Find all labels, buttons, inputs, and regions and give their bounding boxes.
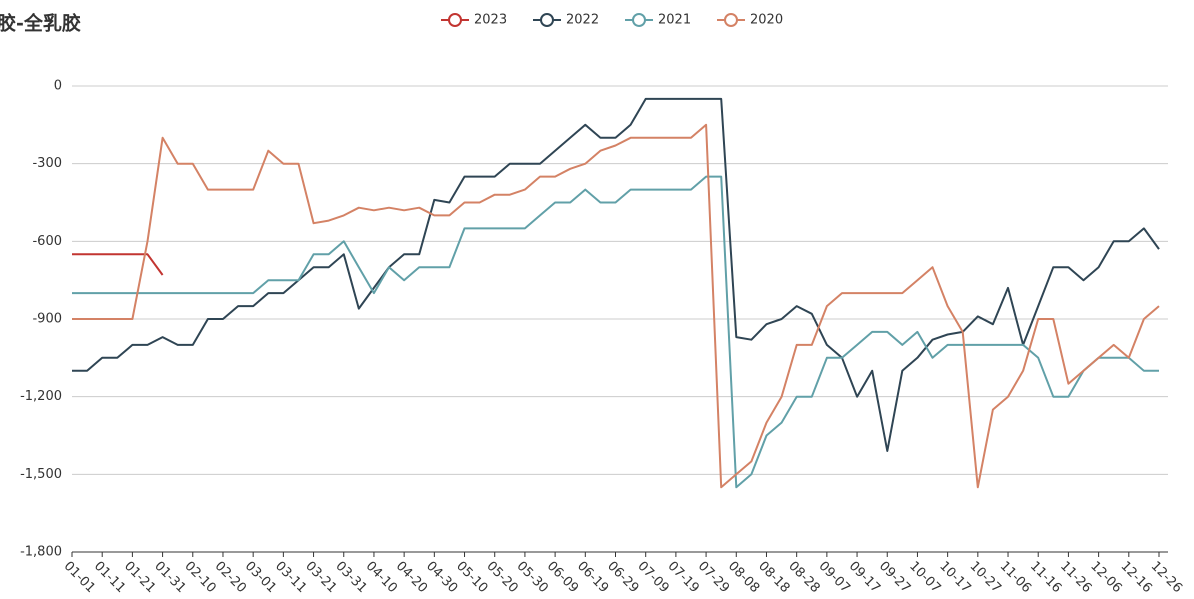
- x-tick-label: 06-09: [544, 559, 581, 596]
- legend-label: 2020: [750, 13, 783, 28]
- series-line: [72, 123, 1160, 489]
- y-tick-label: -1,500: [20, 467, 62, 482]
- x-tick-label: 12-26: [1148, 559, 1185, 596]
- x-tick-label: 01-01: [61, 559, 98, 596]
- x-tick-label: 04-30: [423, 559, 460, 596]
- x-tick-label: 09-07: [816, 559, 853, 596]
- legend-item[interactable]: 2020: [717, 13, 783, 28]
- chart-title: 橡胶-全乳胶: [0, 12, 81, 35]
- series-line: [72, 175, 1159, 489]
- x-tick-label: 11-16: [1027, 559, 1064, 596]
- legend-marker: [448, 13, 462, 27]
- x-tick-label: 07-19: [665, 559, 702, 596]
- legend-marker: [632, 13, 646, 27]
- y-tick-label: -300: [32, 156, 62, 171]
- x-tick-label: 09-17: [846, 559, 883, 596]
- x-tick-label: 01-21: [121, 559, 158, 596]
- x-tick-label: 09-27: [876, 559, 913, 596]
- legend-label: 2022: [566, 13, 599, 28]
- legend-label: 2021: [658, 13, 691, 28]
- legend-marker: [724, 13, 738, 27]
- y-tick-label: -1,800: [20, 545, 62, 560]
- x-tick-label: 05-30: [514, 559, 551, 596]
- x-tick-label: 10-07: [906, 559, 943, 596]
- x-tick-label: 08-28: [785, 559, 822, 596]
- x-tick-label: 02-20: [212, 559, 249, 596]
- x-tick-label: 08-18: [755, 559, 792, 596]
- x-tick-label: 05-10: [453, 559, 490, 596]
- x-tick-label: 06-19: [574, 559, 611, 596]
- x-tick-label: 11-26: [1057, 559, 1094, 596]
- y-tick-label: 0: [54, 79, 62, 94]
- x-tick-label: 08-08: [725, 559, 762, 596]
- legend-item[interactable]: 2022: [533, 13, 599, 28]
- x-tick-label: 01-31: [151, 559, 188, 596]
- x-tick-label: 11-06: [997, 559, 1034, 596]
- y-tick-label: -900: [32, 312, 62, 327]
- series-line: [72, 253, 164, 276]
- x-tick-label: 03-31: [332, 559, 369, 596]
- x-tick-label: 06-29: [604, 559, 641, 596]
- y-tick-label: -1,200: [20, 389, 62, 404]
- legend-marker: [540, 13, 554, 27]
- x-tick-label: 10-17: [936, 559, 973, 596]
- x-tick-label: 03-21: [302, 559, 339, 596]
- x-tick-label: 07-09: [634, 559, 671, 596]
- x-tick-label: 04-10: [363, 559, 400, 596]
- x-tick-label: 05-20: [483, 559, 520, 596]
- x-tick-label: 12-06: [1087, 559, 1124, 596]
- x-tick-label: 02-10: [181, 559, 218, 596]
- x-tick-label: 03-01: [242, 559, 279, 596]
- x-tick-label: 07-29: [695, 559, 732, 596]
- legend-item[interactable]: 2021: [625, 13, 691, 28]
- x-tick-label: 12-16: [1118, 559, 1155, 596]
- x-tick-label: 03-11: [272, 559, 309, 596]
- x-tick-label: 01-11: [91, 559, 128, 596]
- x-tick-label: 10-27: [967, 559, 1004, 596]
- x-tick-label: 04-20: [393, 559, 430, 596]
- y-tick-label: -600: [32, 234, 62, 249]
- legend-label: 2023: [474, 13, 507, 28]
- series-line: [72, 97, 1160, 452]
- legend-item[interactable]: 2023: [441, 13, 507, 28]
